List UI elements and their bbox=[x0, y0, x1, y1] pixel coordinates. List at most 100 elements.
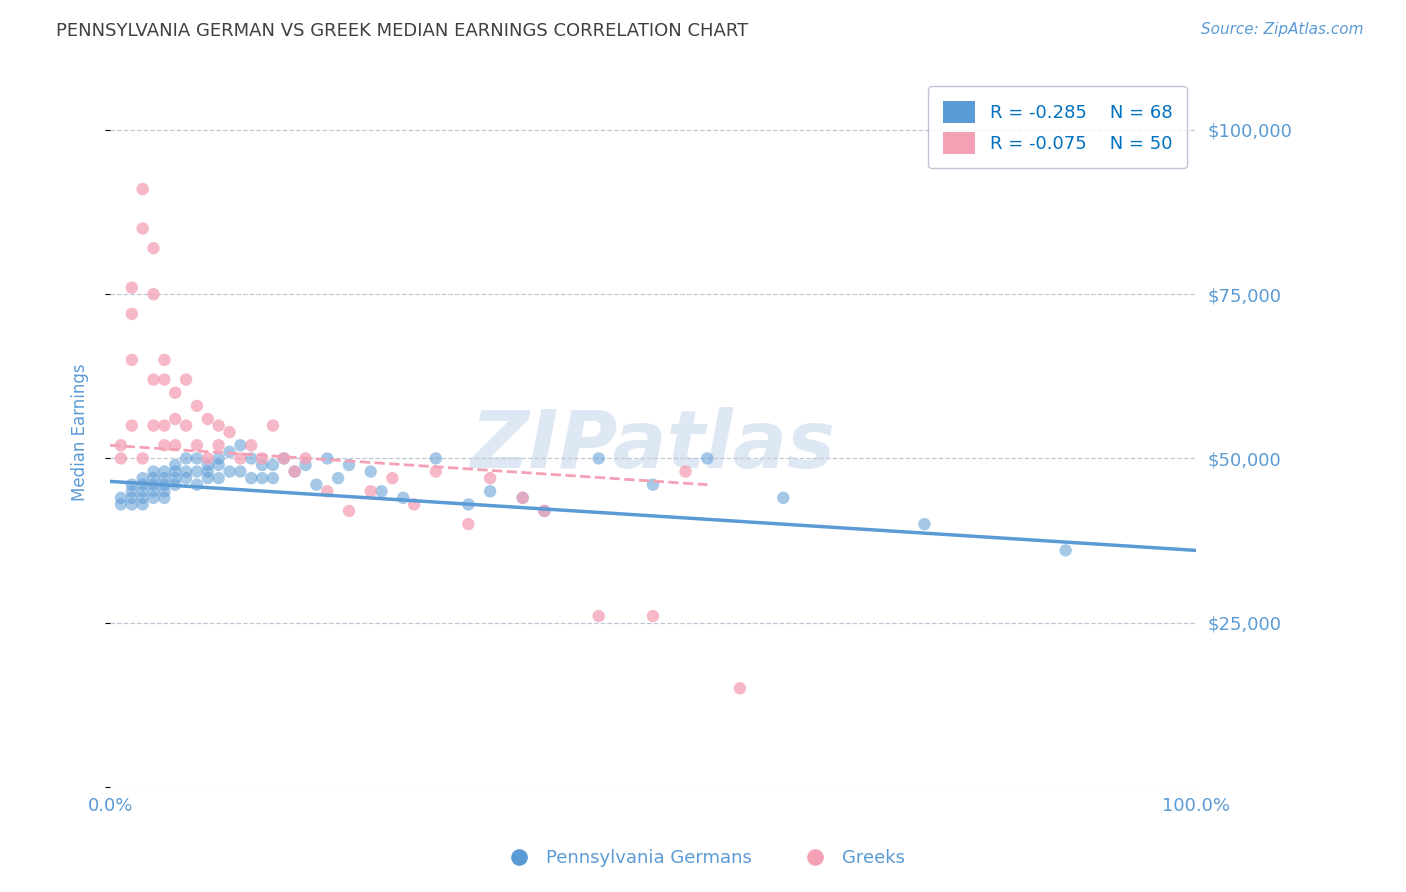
Point bbox=[121, 477, 143, 491]
Point bbox=[131, 491, 153, 505]
Point bbox=[131, 484, 153, 499]
Point bbox=[153, 373, 176, 387]
Point bbox=[153, 477, 176, 491]
Point bbox=[110, 497, 132, 511]
Point bbox=[165, 471, 187, 485]
Point bbox=[250, 471, 273, 485]
Point bbox=[360, 465, 382, 479]
Point bbox=[174, 451, 197, 466]
Point bbox=[153, 438, 176, 452]
Point bbox=[153, 418, 176, 433]
Point bbox=[186, 451, 208, 466]
Point bbox=[197, 458, 219, 472]
Point bbox=[121, 491, 143, 505]
Point bbox=[404, 497, 426, 511]
Point bbox=[294, 451, 316, 466]
Point bbox=[153, 491, 176, 505]
Point bbox=[142, 471, 165, 485]
Point bbox=[121, 484, 143, 499]
Point bbox=[588, 609, 610, 624]
Point bbox=[512, 491, 534, 505]
Point bbox=[728, 681, 751, 696]
Point bbox=[197, 465, 219, 479]
Point bbox=[262, 418, 284, 433]
Point bbox=[110, 451, 132, 466]
Point bbox=[240, 471, 263, 485]
Point bbox=[110, 438, 132, 452]
Point bbox=[479, 471, 502, 485]
Point bbox=[153, 484, 176, 499]
Point bbox=[142, 241, 165, 255]
Point bbox=[186, 399, 208, 413]
Legend: Pennsylvania Germans, Greeks: Pennsylvania Germans, Greeks bbox=[494, 842, 912, 874]
Point bbox=[121, 352, 143, 367]
Point bbox=[316, 451, 339, 466]
Point bbox=[142, 465, 165, 479]
Point bbox=[370, 484, 392, 499]
Point bbox=[326, 471, 349, 485]
Point bbox=[457, 517, 479, 532]
Point bbox=[174, 373, 197, 387]
Point bbox=[131, 471, 153, 485]
Point bbox=[284, 465, 307, 479]
Point bbox=[142, 484, 165, 499]
Point bbox=[284, 465, 307, 479]
Point bbox=[337, 504, 360, 518]
Point bbox=[208, 451, 231, 466]
Point bbox=[360, 484, 382, 499]
Point bbox=[153, 465, 176, 479]
Point bbox=[457, 497, 479, 511]
Point bbox=[142, 418, 165, 433]
Point bbox=[208, 438, 231, 452]
Point bbox=[262, 458, 284, 472]
Point bbox=[381, 471, 404, 485]
Point bbox=[153, 352, 176, 367]
Point bbox=[1054, 543, 1077, 558]
Point bbox=[121, 307, 143, 321]
Point bbox=[131, 477, 153, 491]
Point bbox=[273, 451, 295, 466]
Point bbox=[165, 458, 187, 472]
Point bbox=[131, 451, 153, 466]
Point bbox=[229, 465, 252, 479]
Point bbox=[197, 451, 219, 466]
Y-axis label: Median Earnings: Median Earnings bbox=[72, 363, 89, 501]
Point bbox=[533, 504, 555, 518]
Point bbox=[696, 451, 718, 466]
Text: Source: ZipAtlas.com: Source: ZipAtlas.com bbox=[1201, 22, 1364, 37]
Point bbox=[588, 451, 610, 466]
Point bbox=[392, 491, 415, 505]
Point bbox=[165, 412, 187, 426]
Point bbox=[121, 497, 143, 511]
Point bbox=[197, 412, 219, 426]
Point bbox=[337, 458, 360, 472]
Point bbox=[208, 471, 231, 485]
Point bbox=[250, 451, 273, 466]
Point bbox=[229, 451, 252, 466]
Point bbox=[142, 287, 165, 301]
Point bbox=[186, 477, 208, 491]
Point bbox=[165, 465, 187, 479]
Point bbox=[912, 517, 935, 532]
Point bbox=[142, 491, 165, 505]
Point bbox=[229, 438, 252, 452]
Point bbox=[186, 438, 208, 452]
Point bbox=[110, 491, 132, 505]
Point bbox=[174, 471, 197, 485]
Point bbox=[208, 458, 231, 472]
Point bbox=[425, 465, 447, 479]
Point bbox=[165, 438, 187, 452]
Point bbox=[675, 465, 697, 479]
Point bbox=[131, 221, 153, 235]
Point bbox=[240, 438, 263, 452]
Point bbox=[533, 504, 555, 518]
Point bbox=[294, 458, 316, 472]
Point bbox=[218, 465, 240, 479]
Point bbox=[208, 418, 231, 433]
Point bbox=[218, 445, 240, 459]
Point bbox=[174, 465, 197, 479]
Point bbox=[131, 497, 153, 511]
Point bbox=[772, 491, 794, 505]
Point bbox=[641, 609, 664, 624]
Point bbox=[316, 484, 339, 499]
